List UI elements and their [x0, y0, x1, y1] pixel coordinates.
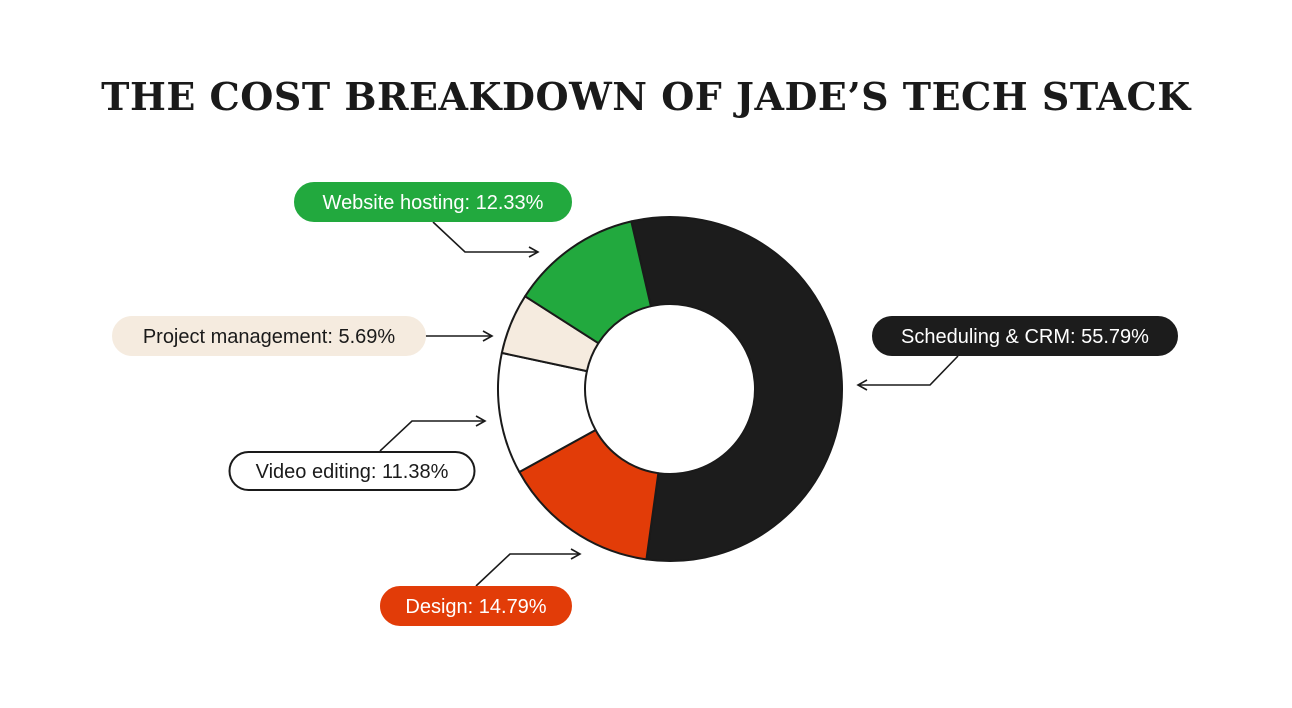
label-pill-scheduling-and-crm: Scheduling & CRM: 55.79% [872, 316, 1178, 356]
data-label-design: Design: 14.79% [405, 596, 546, 618]
label-pill-design: Design: 14.79% [380, 586, 572, 626]
data-label-project-management: Project management: 5.69% [143, 326, 396, 348]
label-pill-bg [380, 586, 572, 626]
connector-arrow-website-hosting [432, 221, 540, 258]
label-pill-bg [294, 182, 572, 222]
label-pill-website-hosting: Website hosting: 12.33% [294, 182, 572, 222]
slice-scheduling-and-crm [630, 216, 843, 562]
connector-arrow-video-editing [379, 415, 487, 452]
connector-arrow-scheduling-and-crm [856, 355, 959, 391]
chart-title: THE COST BREAKDOWN OF JADE’S TECH STACK [101, 74, 1191, 119]
connector-arrow-design [475, 548, 582, 587]
label-pill-bg [872, 316, 1178, 356]
data-label-video-editing: Video editing: 11.38% [256, 461, 449, 483]
label-pill-bg [112, 316, 426, 356]
label-pill-bg [228, 451, 476, 491]
label-pill-video-editing: Video editing: 11.38% [228, 451, 476, 491]
data-label-website-hosting: Website hosting: 12.33% [323, 192, 544, 214]
label-pill-project-management: Project management: 5.69% [112, 316, 426, 356]
data-label-scheduling-and-crm: Scheduling & CRM: 55.79% [901, 326, 1149, 348]
slice-website-hosting [524, 220, 652, 345]
